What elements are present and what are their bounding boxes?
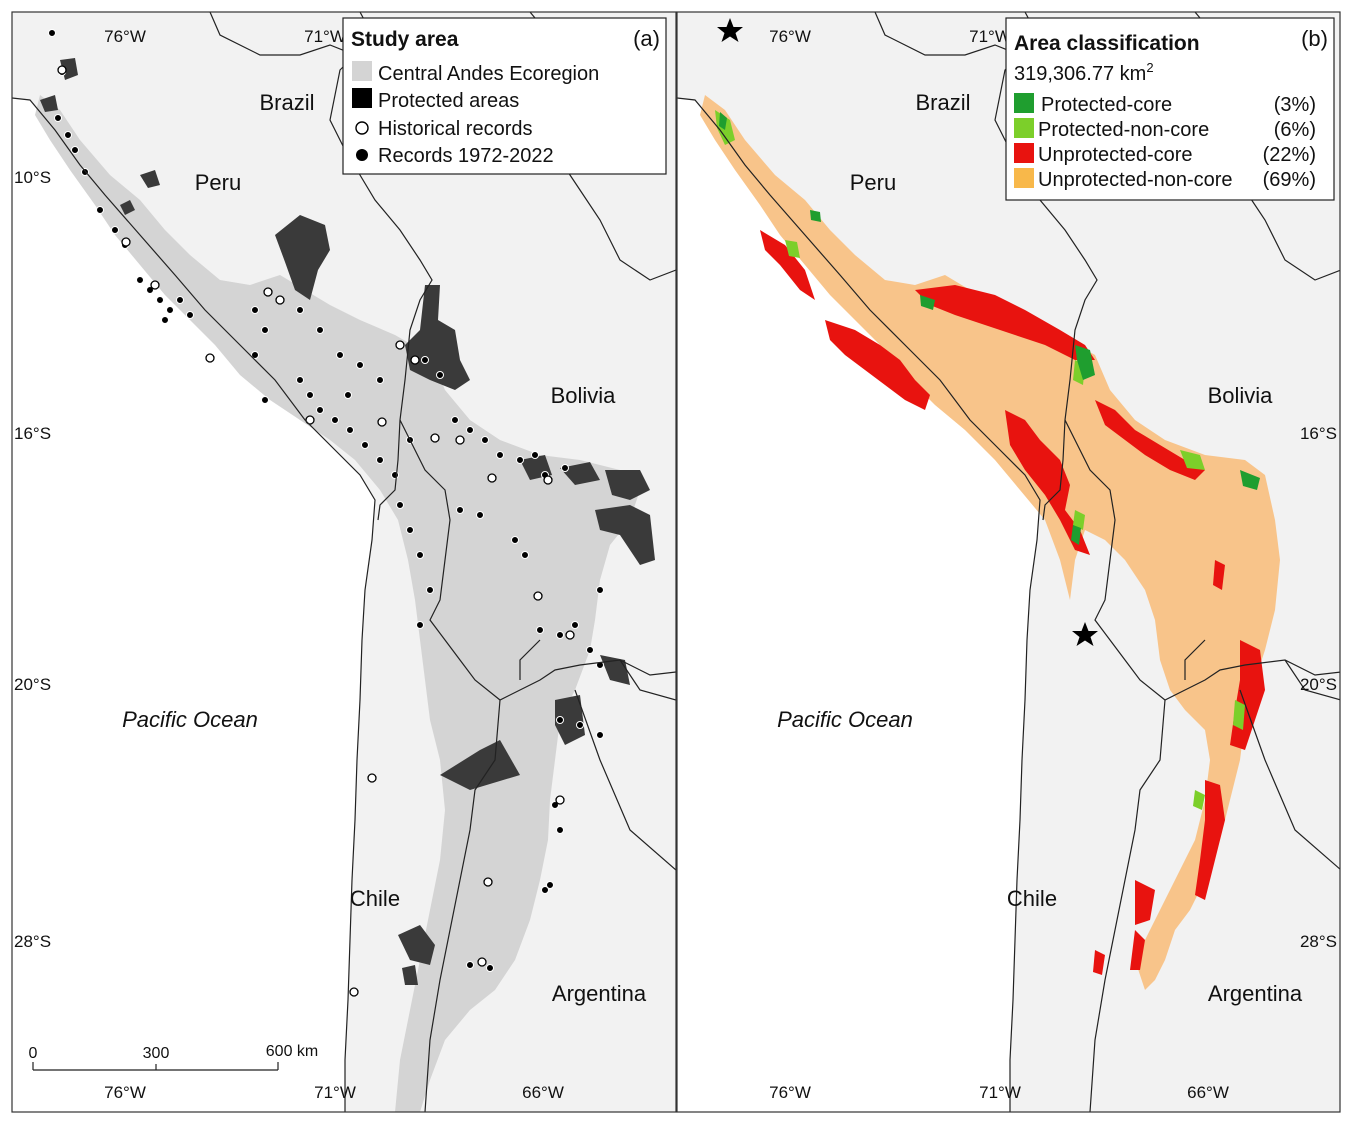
protected-areas [40,58,655,985]
panel-a [12,12,676,1112]
legend-item-label: Protected-core [1041,94,1172,116]
scale-tick-label: 300 [143,1045,170,1062]
country-label-chile: Chile [1007,886,1057,911]
panel-tag: (b) [1301,26,1328,51]
country-label-brazil: Brazil [259,90,314,115]
lon-label: 71°W [979,1083,1021,1102]
legend-item-label: Historical records [378,118,532,140]
legend-item-label: Protected areas [378,90,519,112]
star-icon [1072,622,1098,646]
records-historical [57,65,575,997]
legend-swatch [1014,143,1034,163]
scale-bar: 0 300 600 km [29,1043,318,1071]
panel-a-labels: 76°W 71°W 10°S 16°S 20°S 28°S 76°W 71°W … [14,17,667,1102]
country-label-bolivia: Bolivia [1208,383,1274,408]
lon-label: 76°W [769,27,811,46]
legend-swatch [352,61,372,81]
lon-label: 71°W [314,1083,356,1102]
lon-label: 71°W [304,27,346,46]
country-label-argentina: Argentina [552,981,647,1006]
star-icon [717,18,743,42]
legend-swatch [355,121,369,135]
legend-title: Study area [351,28,459,51]
records-recent [48,29,604,972]
lat-label: 20°S [1300,675,1337,694]
legend-item-percent: (69%) [1263,169,1316,191]
country-borders-b [874,12,1340,1112]
ecoregion-area [35,95,640,1112]
legend-item-percent: (22%) [1263,144,1316,166]
unprotected-non-core-area [700,95,1280,990]
legend-item-percent: (3%) [1274,94,1316,116]
lat-label: 16°S [1300,424,1337,443]
legend-a: Study area (a) Central Andes Ecoregion P… [342,17,667,175]
frame-b [676,11,1341,1113]
protected-core-areas [719,112,1260,545]
scale-tick-label: 600 km [266,1043,318,1060]
ocean-label: Pacific Ocean [122,707,258,732]
lon-label: 76°W [769,1083,811,1102]
legend-item-percent: (6%) [1274,119,1316,141]
lat-label: 10°S [14,168,51,187]
country-label-bolivia: Bolivia [551,383,617,408]
legend-item-label: Unprotected-core [1038,144,1193,166]
legend-item-label: Protected-non-core [1038,119,1209,141]
scale-tick-label: 0 [29,1045,38,1062]
legend-swatch [1014,93,1034,113]
unprotected-core-areas [760,230,1265,975]
country-label-brazil: Brazil [915,90,970,115]
country-label-peru: Peru [850,170,896,195]
ocean-label: Pacific Ocean [777,707,913,732]
lon-label: 66°W [1187,1083,1229,1102]
lon-label: 76°W [104,27,146,46]
frame-a [11,11,677,1113]
legend-title: Area classification [1014,32,1200,55]
total-area-label: 319,306.77 km2 [1014,60,1154,85]
legend-swatch [352,88,372,108]
lon-label: 76°W [104,1083,146,1102]
legend-item-label: Unprotected-non-core [1038,169,1233,191]
legend-b: Area classification (b) 319,306.77 km2 P… [1005,17,1335,201]
panel-tag: (a) [633,26,660,51]
lat-label: 28°S [14,932,51,951]
lat-label: 16°S [14,424,51,443]
legend-item-label: Records 1972-2022 [378,145,554,167]
lat-label: 28°S [1300,932,1337,951]
lon-label: 71°W [969,27,1011,46]
legend-swatch [356,149,368,161]
country-label-argentina: Argentina [1208,981,1303,1006]
lat-label: 20°S [14,675,51,694]
land-mass-b [677,12,1340,1112]
country-label-peru: Peru [195,170,241,195]
legend-item-label: Central Andes Ecoregion [378,63,599,85]
legend-swatch [1014,168,1034,188]
legend-swatch [1014,118,1034,138]
country-label-chile: Chile [350,886,400,911]
panel-b-labels: 76°W 71°W 16°S 20°S 28°S 76°W 71°W 66°W … [769,17,1337,1102]
lon-label: 66°W [522,1083,564,1102]
